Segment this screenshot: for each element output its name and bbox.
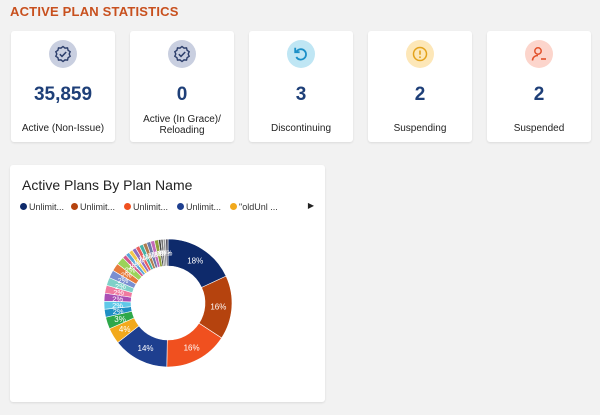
donut-slice-label: 1% [141, 253, 152, 262]
donut-slice-label: 2% [112, 294, 123, 303]
legend-swatch [71, 203, 78, 210]
legend-swatch [177, 203, 184, 210]
stat-card-active-non-issue[interactable]: 35,859 Active (Non-Issue) [11, 31, 115, 142]
donut-slice-label: 1% [147, 251, 158, 260]
legend-item[interactable]: Unlimit... [124, 202, 168, 212]
donut-slice-label: 1% [153, 249, 164, 258]
donut-slice-label: 2% [113, 307, 124, 316]
user-minus-icon [525, 40, 553, 68]
donut-slice-label: 2% [115, 282, 126, 291]
donut-slice-label: 2% [121, 271, 132, 280]
legend-item[interactable]: "oldUnl ... [230, 202, 278, 212]
donut-slice-label: 1% [133, 258, 144, 267]
badge-check-icon [168, 40, 196, 68]
donut-slice-label: 18% [187, 256, 203, 265]
legend-next-arrow[interactable]: ▶ [307, 201, 314, 210]
donut-slice-label: 1% [130, 260, 141, 269]
donut-slice-label: 2% [112, 301, 123, 310]
donut-slice-label: 0% [162, 249, 173, 258]
legend-swatch [20, 203, 27, 210]
stat-card-active-in-grace[interactable]: 0 Active (In Grace)/ Reloading [130, 31, 234, 142]
donut-slice-label: 1% [150, 250, 161, 259]
chart-title: Active Plans By Plan Name [22, 177, 193, 193]
donut-slice-label: 0% [156, 249, 167, 258]
page-title: ACTIVE PLAN STATISTICS [10, 4, 179, 19]
donut-slice-label: 16% [184, 344, 200, 353]
legend-item[interactable]: Unlimit... [177, 202, 221, 212]
stat-value: 35,859 [33, 84, 93, 105]
stat-value: 0 [176, 84, 188, 105]
donut-slice-label: 2% [113, 288, 124, 297]
legend-label: "oldUnl ... [239, 202, 278, 212]
legend-label: Unlimit... [80, 202, 116, 212]
donut-slice-label: 1% [136, 256, 147, 265]
stat-card-suspending[interactable]: 2 Suspending [368, 31, 472, 142]
stat-value: 2 [414, 84, 426, 105]
legend-label: Unlimit... [186, 202, 222, 212]
donut-slice-label: 1% [144, 252, 155, 261]
stat-label: Active (In Grace)/ Reloading [143, 114, 221, 136]
donut-chart: 18%16%16%14%4%3%2%2%2%2%2%2%2%2%1%1%1%1%… [103, 238, 233, 368]
donut-slice-label: 1% [128, 262, 139, 271]
donut-slice-label: 2% [118, 276, 129, 285]
donut-slice[interactable] [165, 238, 169, 267]
donut-slice-label: 4% [119, 325, 131, 334]
stat-card-discontinuing[interactable]: 3 Discontinuing [249, 31, 353, 142]
alert-circle-icon [406, 40, 434, 68]
stat-card-suspended[interactable]: 2 Suspended [487, 31, 591, 142]
donut-slice-label: 2% [125, 266, 136, 275]
legend-item[interactable]: Unlimit... [20, 202, 64, 212]
stat-label: Suspended [513, 123, 565, 134]
donut-slice-label: 1% [138, 255, 149, 264]
donut-slice-label: 0% [160, 249, 171, 258]
stat-label: Active (Non-Issue) [21, 123, 105, 134]
donut-slice-label: 14% [138, 344, 154, 353]
legend-label: Unlimit... [133, 202, 169, 212]
chart-legend: Unlimit... Unlimit... Unlimit... Unlimit… [20, 201, 320, 214]
refresh-icon [287, 40, 315, 68]
legend-item[interactable]: Unlimit... [71, 202, 115, 212]
donut-slice-label: 16% [210, 303, 226, 312]
stat-value: 3 [295, 84, 307, 105]
legend-swatch [124, 203, 131, 210]
legend-label: Unlimit... [29, 202, 65, 212]
stat-label: Discontinuing [270, 123, 332, 134]
donut-slice-label: 0% [158, 249, 169, 258]
legend-swatch [230, 203, 237, 210]
donut-slice-label: 3% [114, 315, 126, 324]
badge-check-icon [49, 40, 77, 68]
active-plans-chart-card: Active Plans By Plan Name Unlimit... Unl… [10, 165, 325, 402]
stat-value: 2 [533, 84, 545, 105]
stat-label: Suspending [393, 123, 447, 134]
